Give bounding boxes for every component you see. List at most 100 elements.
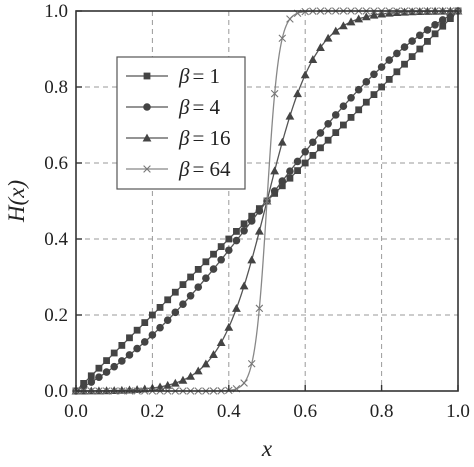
legend-box (116, 56, 246, 190)
square-marker (171, 288, 179, 296)
square-marker (393, 68, 401, 76)
x-axis-label: x (261, 436, 273, 461)
triangle-marker (247, 255, 257, 264)
x-tick-label: 0.0 (64, 401, 88, 422)
triangle-marker (300, 70, 310, 79)
circle-marker (125, 351, 134, 359)
circle-marker (278, 177, 287, 185)
circle-marker (232, 236, 241, 245)
triangle-marker (254, 226, 264, 235)
square-marker (309, 152, 317, 159)
square-marker (370, 91, 378, 98)
triangle-marker (224, 322, 234, 331)
square-marker (317, 144, 324, 152)
triangle-marker (163, 380, 173, 389)
triangle-marker (277, 137, 287, 146)
square-marker (156, 304, 164, 311)
square-marker (202, 258, 210, 266)
square-marker (248, 212, 256, 220)
circle-marker (423, 26, 432, 34)
y-tick-label: 0.8 (44, 77, 68, 98)
legend-label: β = 1 (178, 64, 220, 88)
circle-marker (438, 16, 447, 24)
square-marker (401, 60, 408, 68)
circle-marker (393, 49, 401, 58)
square-marker (179, 281, 187, 288)
cross-marker (286, 15, 294, 23)
y-axis-label: H(x) (4, 180, 29, 223)
triangle-marker (142, 133, 152, 142)
circle-marker (247, 217, 256, 225)
x-tick-label: 0.2 (141, 401, 165, 422)
legend-label: β = 4 (178, 95, 221, 119)
triangle-marker (193, 366, 203, 375)
square-marker (378, 83, 385, 91)
triangle-marker (316, 43, 325, 51)
square-marker (194, 266, 202, 273)
triangle-marker (201, 359, 211, 368)
y-tick-label: 0.0 (44, 381, 68, 402)
y-tick-label: 1.0 (44, 1, 68, 22)
square-marker (362, 98, 370, 106)
legend-label: β = 16 (178, 126, 231, 150)
triangle-marker (308, 55, 318, 64)
circle-marker (431, 20, 439, 29)
square-marker (408, 53, 416, 60)
circle-marker (240, 226, 248, 235)
circle-marker (202, 274, 210, 283)
cross-marker (247, 359, 256, 368)
square-marker (141, 319, 149, 326)
triangle-marker (339, 21, 348, 30)
square-marker (416, 45, 424, 53)
circle-marker (286, 167, 294, 176)
cross-marker (263, 197, 271, 205)
square-marker (95, 364, 103, 372)
square-marker (126, 334, 133, 342)
cross-marker (278, 34, 287, 43)
square-marker (340, 121, 347, 129)
circle-marker (408, 37, 416, 45)
triangle-marker (293, 89, 302, 98)
circle-marker (171, 308, 180, 317)
square-marker (110, 349, 118, 357)
square-marker (87, 372, 95, 380)
circle-marker (110, 362, 118, 371)
circle-marker (354, 85, 363, 94)
circle-marker (102, 368, 111, 376)
circle-marker (339, 102, 348, 111)
y-tick-label: 0.4 (44, 229, 68, 250)
legend-entry: β = 64 (126, 157, 231, 181)
triangle-marker (239, 281, 249, 290)
circle-marker (370, 70, 378, 79)
square-marker (233, 228, 240, 235)
circle-marker (143, 103, 151, 111)
square-marker (225, 235, 233, 243)
square-marker (149, 311, 156, 319)
y-tick-label: 0.6 (44, 153, 68, 174)
circle-marker (140, 338, 149, 346)
circle-marker (331, 111, 340, 119)
circle-marker (400, 43, 409, 51)
square-marker (164, 296, 172, 304)
triangle-marker (285, 111, 295, 120)
triangle-marker (109, 386, 119, 395)
square-marker (347, 114, 355, 121)
circle-marker (156, 323, 164, 332)
ticks: 0.0 0.2 0.4 0.6 0.8 1.0 0.0 0.2 0.4 0.6 0.8 1.0 (44, 1, 470, 422)
square-marker (301, 159, 309, 167)
triangle-marker (216, 338, 226, 347)
circle-marker (385, 56, 394, 64)
square-marker (143, 72, 151, 80)
triangle-marker (354, 14, 364, 23)
triangle-marker (170, 378, 180, 387)
x-tick-label: 1.0 (446, 401, 470, 422)
triangle-marker (270, 166, 280, 175)
circle-marker (270, 187, 279, 195)
circle-marker (186, 291, 195, 300)
circle-marker (225, 246, 233, 255)
circle-marker (255, 207, 264, 215)
circle-marker (194, 283, 203, 291)
square-marker (355, 106, 363, 114)
triangle-marker (186, 371, 195, 380)
